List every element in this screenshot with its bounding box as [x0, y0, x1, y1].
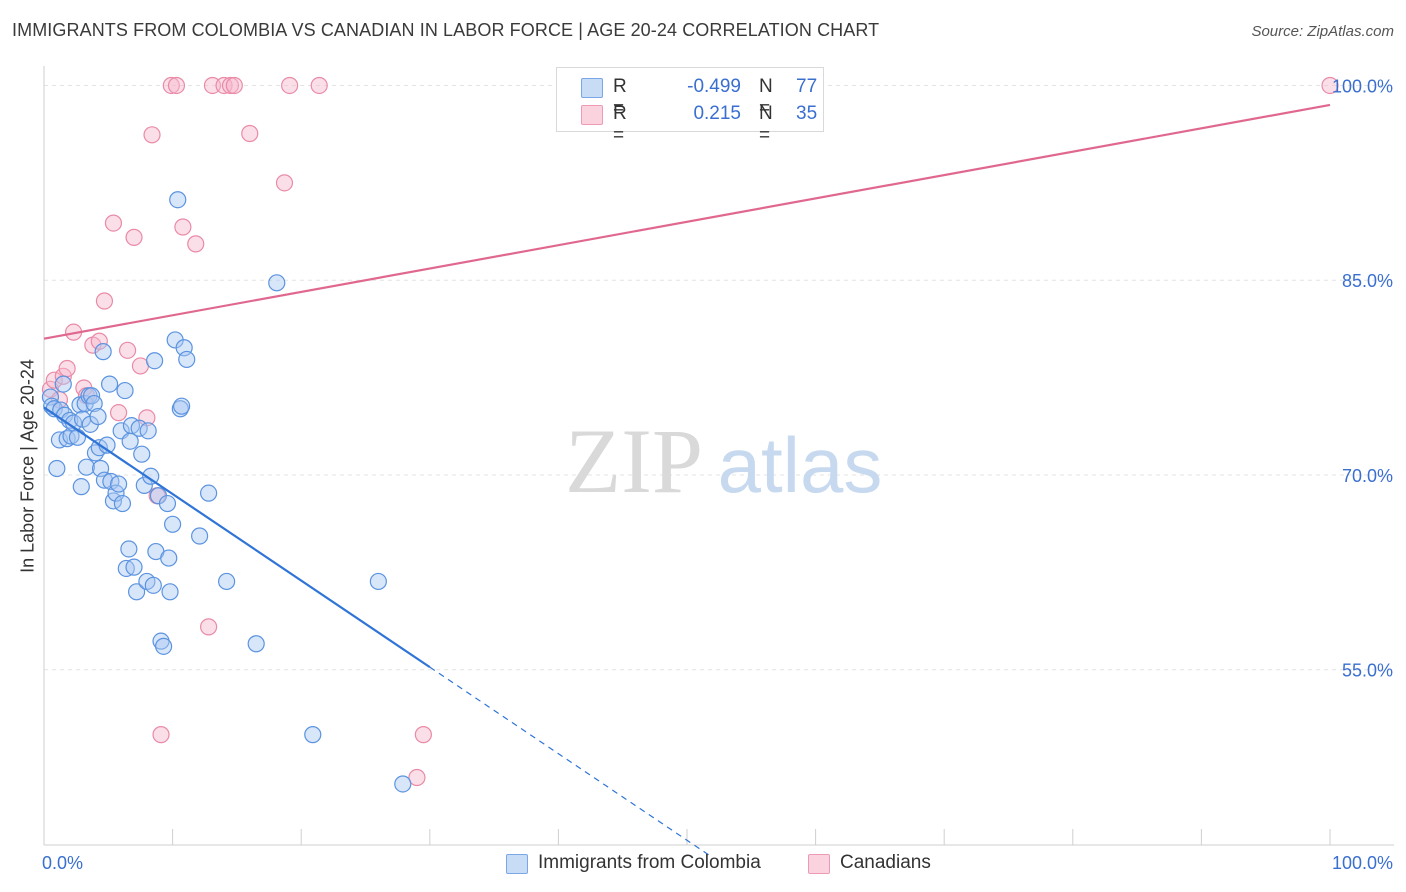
watermark: ZIP atlas: [565, 410, 882, 512]
canadians-point: [187, 235, 205, 253]
colombia-legend-swatch: [506, 854, 528, 874]
colombia-point: [62, 427, 80, 445]
trend-lines: [43, 103, 1331, 859]
colombia-point: [160, 549, 178, 567]
colombia-point: [247, 635, 265, 653]
colombia-point: [85, 394, 103, 413]
watermark-zip: ZIP: [565, 410, 703, 512]
colombia-point: [100, 375, 119, 393]
n-value: 35: [796, 103, 818, 124]
legend-label: Canadians: [840, 852, 931, 873]
colombia-point: [95, 471, 114, 489]
canadians-point: [281, 76, 299, 95]
colombia-point: [304, 726, 322, 744]
canadians-point: [58, 359, 76, 378]
colombia-point: [173, 397, 191, 415]
colombia-point: [89, 407, 107, 426]
n-value: 77: [796, 76, 818, 97]
n-label: N =: [759, 76, 773, 119]
canadians-trend-line: [43, 103, 1331, 340]
canadians-point: [1321, 76, 1339, 95]
colombia-point: [158, 494, 177, 513]
colombia-point: [191, 527, 209, 545]
canadians-swatch: [581, 105, 603, 125]
canadians-point: [414, 726, 432, 744]
colombia-point: [200, 484, 218, 502]
r-label: R =: [613, 103, 627, 146]
r-label: R =: [613, 76, 627, 119]
colombia-point: [94, 343, 112, 361]
colombia-point: [169, 191, 187, 209]
r-value: -0.499: [687, 76, 741, 97]
colombia-point: [144, 576, 162, 594]
canadians-point: [95, 292, 114, 310]
y-tick-label: 100.0%: [1332, 76, 1393, 96]
x-tick-label-min: 0.0%: [42, 853, 83, 873]
canadians-point: [152, 726, 170, 744]
y-tick-label: 55.0%: [1342, 661, 1393, 681]
colombia-point: [161, 583, 179, 601]
y-tick-label: 85.0%: [1342, 271, 1393, 291]
colombia-point: [133, 445, 151, 463]
colombia-point: [218, 572, 236, 591]
colombia-point: [77, 458, 96, 476]
colombia-point: [109, 475, 128, 493]
colombia-point: [120, 540, 138, 558]
canadians-point: [118, 341, 137, 359]
n-label: N =: [759, 103, 773, 146]
canadians-point: [45, 371, 63, 389]
canadians-point: [275, 174, 294, 192]
colombia-point: [369, 572, 387, 591]
canadians-point: [143, 126, 161, 144]
canadians-point: [200, 618, 218, 636]
y-tick-label: 70.0%: [1342, 466, 1393, 486]
axes: [43, 66, 1394, 846]
canadians-legend-swatch: [808, 854, 830, 874]
colombia-point: [68, 428, 87, 446]
canadians-point: [125, 228, 143, 246]
colombia-trend-extension: [429, 666, 714, 859]
x-tick-label-max: 100.0%: [1332, 853, 1393, 873]
y-axis-label: In Labor Force | Age 20-24: [17, 359, 38, 573]
legend-label: Immigrants from Colombia: [538, 852, 761, 873]
canadians-point: [225, 76, 243, 95]
canadians-point: [162, 76, 180, 95]
chart-title: IMMIGRANTS FROM COLOMBIA VS CANADIAN IN …: [12, 20, 880, 40]
colombia-point: [125, 558, 143, 576]
grid: [44, 84, 1394, 671]
colombia-point: [72, 478, 90, 496]
colombia-point: [164, 515, 182, 533]
tick-labels: 55.0% 70.0% 85.0% 100.0% 0.0% 100.0%: [42, 76, 1393, 873]
canadians-point: [174, 218, 192, 236]
colombia-point: [113, 494, 132, 513]
watermark-atlas: atlas: [718, 421, 883, 509]
canadians-point: [241, 124, 259, 143]
colombia-point: [127, 583, 146, 601]
colombia-point: [139, 422, 157, 440]
canadians-point: [90, 332, 108, 350]
colombia-point: [116, 381, 134, 400]
scatter-points: [41, 76, 1339, 793]
canadians-point: [104, 214, 123, 232]
colombia-point: [142, 467, 160, 485]
colombia-point: [135, 476, 153, 494]
stats-legend: R = -0.499 N = 77 R = 0.215 N = 35: [556, 67, 824, 146]
r-value: 0.215: [693, 103, 741, 124]
canadians-point: [167, 76, 186, 95]
canadians-point: [408, 768, 426, 787]
canadians-point: [310, 76, 328, 95]
canadians-point: [221, 76, 240, 95]
source-label: Source: ZipAtlas.com: [1251, 23, 1394, 40]
colombia-point: [268, 274, 286, 292]
colombia-point: [394, 775, 412, 793]
colombia-point: [154, 637, 173, 655]
colombia-point: [54, 375, 72, 393]
colombia-point: [178, 350, 196, 369]
colombia-trend-line: [43, 406, 431, 669]
colombia-swatch: [581, 78, 603, 98]
colombia-point: [145, 352, 164, 370]
colombia-point: [48, 459, 66, 478]
canadians-point: [109, 404, 128, 422]
